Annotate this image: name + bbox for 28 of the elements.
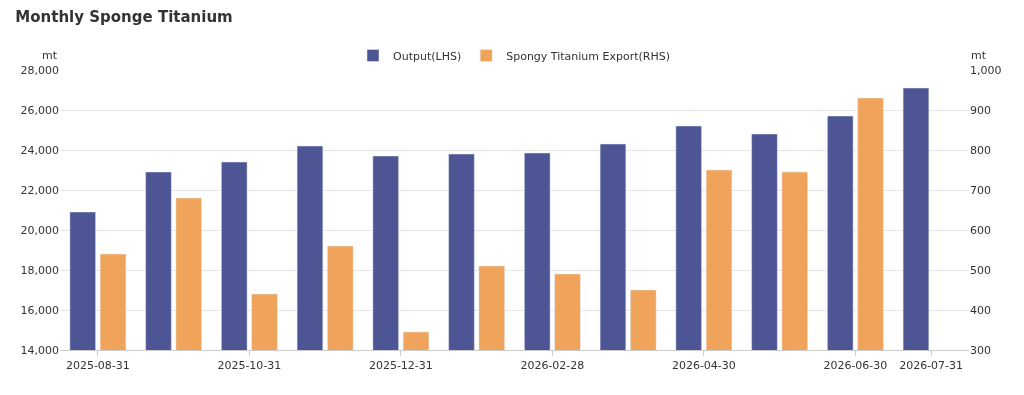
y2-tick-label: 700 [970, 183, 991, 197]
y-tick-label: 24,000 [20, 143, 59, 157]
x-tick-label: 2026-07-31 [899, 359, 964, 373]
y-axis-title: mt [42, 49, 58, 62]
y-tick-label: 14,000 [20, 343, 59, 357]
y2-tick-label: 800 [970, 143, 991, 157]
x-tick-label: 2025-12-31 [368, 359, 433, 373]
legend-label: Output(LHS) [393, 49, 462, 63]
x-tick-label: 2026-02-28 [520, 359, 585, 373]
y-tick-label: 22,000 [20, 183, 59, 197]
x-tick-label: 2026-04-30 [671, 359, 736, 373]
legend-label: Spongy Titanium Export(RHS) [506, 49, 671, 63]
x-tick-label: 2026-06-30 [823, 359, 888, 373]
x-tick-label: 2025-10-31 [217, 359, 282, 373]
y2-tick-label: 400 [970, 303, 991, 317]
chart-title: Monthly Sponge Titanium [15, 8, 233, 27]
y2-axis-title: mt [971, 49, 987, 62]
y2-tick-label: 1,000 [970, 63, 1002, 77]
y2-tick-label: 900 [970, 103, 991, 117]
y-tick-label: 16,000 [20, 303, 59, 317]
y-tick-label: 28,000 [20, 63, 59, 77]
y-tick-label: 26,000 [20, 103, 59, 117]
y-tick-label: 20,000 [20, 223, 59, 237]
x-tick-label: 2025-08-31 [65, 359, 130, 373]
y2-tick-label: 300 [970, 343, 991, 357]
y-tick-label: 18,000 [20, 263, 59, 277]
y2-tick-label: 500 [970, 263, 991, 277]
y2-tick-label: 600 [970, 223, 991, 237]
